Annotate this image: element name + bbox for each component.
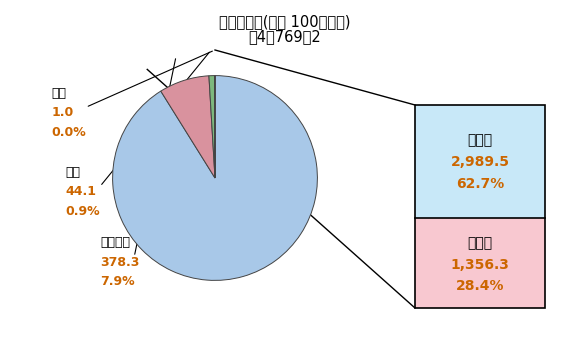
Text: 44.1: 44.1 [66, 186, 96, 198]
Text: 営業用: 営業用 [468, 133, 493, 147]
Bar [415, 218, 545, 308]
Text: 内航海運: 内航海運 [100, 237, 130, 249]
Text: 輸送トン数(単位 100万トン): 輸送トン数(単位 100万トン) [219, 14, 351, 29]
Text: 自動車: 自動車 [182, 163, 208, 178]
Text: 1.0: 1.0 [51, 106, 74, 119]
Text: 62.7%: 62.7% [456, 177, 504, 191]
Bar [415, 105, 545, 308]
Text: 鉄道: 鉄道 [66, 166, 81, 179]
Bar [415, 105, 545, 218]
Wedge shape [209, 76, 215, 178]
Wedge shape [112, 76, 317, 281]
Text: 0.0%: 0.0% [51, 126, 86, 138]
Text: 28.4%: 28.4% [456, 279, 504, 293]
Text: 378.3: 378.3 [100, 256, 139, 269]
Text: 航空: 航空 [51, 87, 66, 100]
Text: 2,989.5: 2,989.5 [451, 155, 509, 169]
Wedge shape [161, 76, 215, 178]
Text: 0.9%: 0.9% [66, 205, 100, 218]
Text: 4345.8: 4345.8 [168, 182, 222, 195]
Text: 7.9%: 7.9% [100, 275, 135, 288]
Text: 1,356.3: 1,356.3 [451, 258, 509, 272]
Text: 自家用: 自家用 [468, 237, 493, 251]
Text: 計4，769．2: 計4，769．2 [248, 29, 321, 44]
Text: 91.1%: 91.1% [171, 201, 219, 215]
